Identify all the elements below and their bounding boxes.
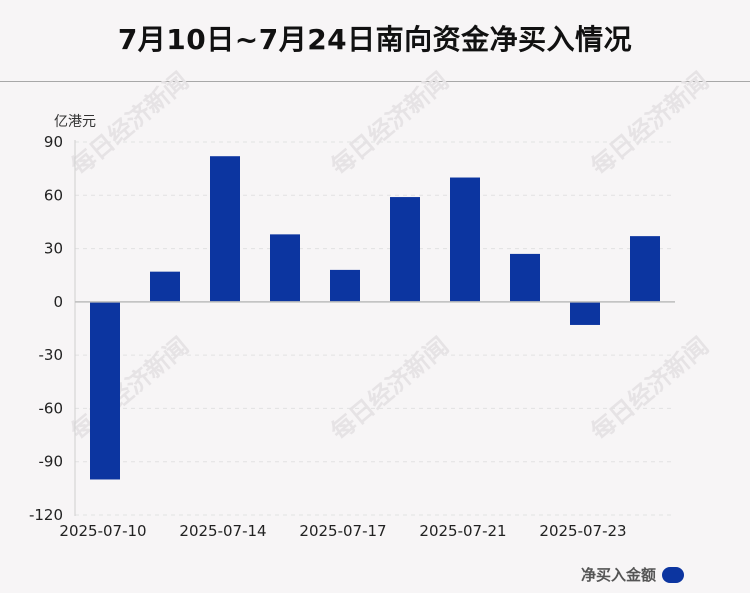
watermark-text: 每日经济新闻	[326, 67, 454, 181]
x-tick-label: 2025-07-21	[419, 522, 506, 540]
gridlines	[75, 141, 675, 516]
chart-title: 7月10日~7月24日南向资金净买入情况	[117, 23, 633, 56]
y-axis-label: 亿港元	[54, 114, 96, 130]
watermark-text: 每日经济新闻	[586, 67, 714, 181]
legend-swatch	[662, 566, 684, 583]
y-tick-label: 0	[53, 293, 63, 311]
y-tick-label: -30	[39, 346, 64, 364]
x-tick-label: 2025-07-14	[179, 522, 266, 540]
y-tick-label: 90	[44, 133, 63, 151]
x-tick-labels: 2025-07-10 2025-07-14 2025-07-17 2025-07-21…	[59, 522, 626, 540]
y-tick-label: 30	[44, 240, 63, 258]
x-tick-label: 2025-07-17	[299, 522, 386, 540]
x-tick-label: 2025-07-23	[539, 522, 626, 540]
x-tick-label: 2025-07-10	[59, 522, 146, 540]
bar	[270, 234, 300, 302]
bar	[570, 301, 600, 325]
bar	[210, 156, 240, 302]
bar	[330, 269, 360, 302]
title-divider	[0, 81, 750, 82]
bar	[90, 301, 120, 480]
watermark-text: 每日经济新闻	[326, 332, 454, 446]
bar	[630, 236, 660, 302]
y-tick-label: -120	[29, 506, 63, 524]
legend-label: 净买入金额	[580, 566, 656, 584]
legend: 净买入金额	[581, 564, 684, 585]
bar	[510, 253, 540, 302]
y-tick-labels: 90 60 30 0 -30 -60 -90 -120	[29, 133, 63, 524]
y-tick-label: 60	[44, 186, 63, 204]
bars	[90, 156, 660, 480]
bar	[450, 177, 480, 302]
watermark-text: 每日经济新闻	[66, 332, 194, 446]
y-tick-label: -60	[39, 399, 64, 417]
bar	[390, 197, 420, 302]
y-tick-label: -90	[39, 453, 64, 471]
bar	[150, 271, 180, 302]
watermark-text: 每日经济新闻	[586, 332, 714, 446]
